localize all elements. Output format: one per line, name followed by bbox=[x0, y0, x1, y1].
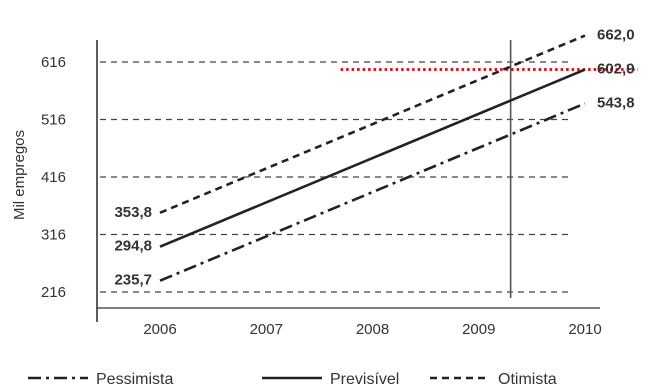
data-label-previsvel-end: 602,9 bbox=[597, 61, 635, 78]
data-label-otimista-end: 662,0 bbox=[597, 27, 635, 44]
x-tick-label-2006: 2006 bbox=[143, 321, 176, 338]
x-tick-label-2007: 2007 bbox=[250, 321, 283, 338]
x-tick-label-2008: 2008 bbox=[356, 321, 389, 338]
y-tick-label-416: 416 bbox=[41, 169, 66, 186]
y-axis-label: Mil empregos bbox=[11, 130, 28, 220]
legend-label-otimista: Otimista bbox=[498, 371, 557, 387]
x-tick-label-2009: 2009 bbox=[462, 321, 495, 338]
y-tick-label-616: 616 bbox=[41, 54, 66, 71]
data-label-pessimista-start: 235,7 bbox=[114, 272, 152, 289]
x-tick-labels: 2006 2007 2008 2009 2010 bbox=[143, 321, 601, 338]
legend-label-previsvel: Previsível bbox=[330, 371, 399, 387]
data-label-previsvel-start: 294,8 bbox=[114, 238, 152, 255]
legend-label-pessimista: Pessimista bbox=[96, 371, 173, 387]
y-tick-label-316: 316 bbox=[41, 227, 66, 244]
grid-lines bbox=[100, 61, 568, 293]
data-label-pessimista-end: 543,8 bbox=[597, 95, 635, 112]
series-line-otimista bbox=[159, 34, 586, 214]
series-line-previsvel bbox=[159, 68, 586, 248]
legend: Pessimista Previsível Otimista bbox=[28, 371, 557, 387]
data-labels: 235,7 543,8 294,8 602,9 353,8 662,0 bbox=[114, 27, 634, 289]
y-tick-labels: 216 316 416 516 616 bbox=[41, 54, 66, 301]
x-tick-label-2010: 2010 bbox=[568, 321, 601, 338]
series-lines bbox=[159, 34, 586, 282]
y-tick-label-516: 516 bbox=[41, 112, 66, 129]
annotations bbox=[340, 40, 639, 298]
y-tick-label-216: 216 bbox=[41, 284, 66, 301]
data-label-otimista-start: 353,8 bbox=[114, 204, 152, 221]
series-line-pessimista bbox=[159, 102, 586, 282]
